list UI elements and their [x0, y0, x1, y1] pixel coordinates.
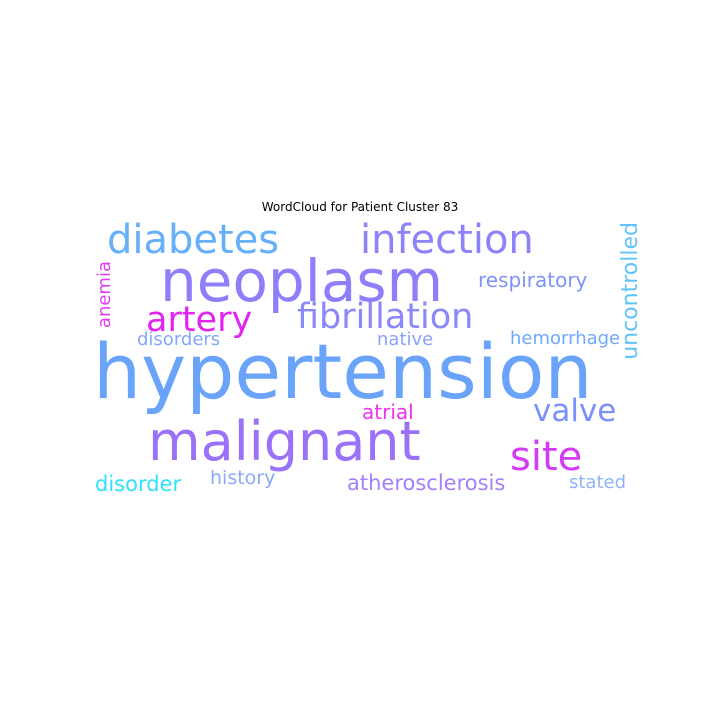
word-infection: infection — [360, 217, 534, 263]
word-hemorrhage: hemorrhage — [510, 328, 621, 349]
word-disorder: disorder — [95, 472, 182, 496]
word-stated: stated — [569, 472, 627, 493]
word-atrial: atrial — [362, 400, 414, 424]
word-history: history — [210, 467, 276, 489]
word-disorders: disorders — [137, 329, 221, 350]
word-malignant: malignant — [148, 410, 421, 473]
word-anemia: anemia — [94, 261, 115, 329]
word-diabetes: diabetes — [107, 217, 280, 263]
word-neoplasm: neoplasm — [160, 247, 444, 315]
word-atherosclerosis: atherosclerosis — [347, 471, 506, 495]
word-hypertension: hypertension — [93, 327, 593, 416]
word-site: site — [510, 434, 583, 480]
word-native: native — [377, 329, 434, 350]
word-uncontrolled: uncontrolled — [618, 222, 643, 360]
word-artery: artery — [146, 300, 253, 340]
word-respiratory: respiratory — [478, 268, 588, 292]
word-fibrillation: fibrillation — [297, 297, 474, 337]
chart-title: WordCloud for Patient Cluster 83 — [261, 200, 459, 214]
word-valve: valve — [533, 393, 617, 429]
